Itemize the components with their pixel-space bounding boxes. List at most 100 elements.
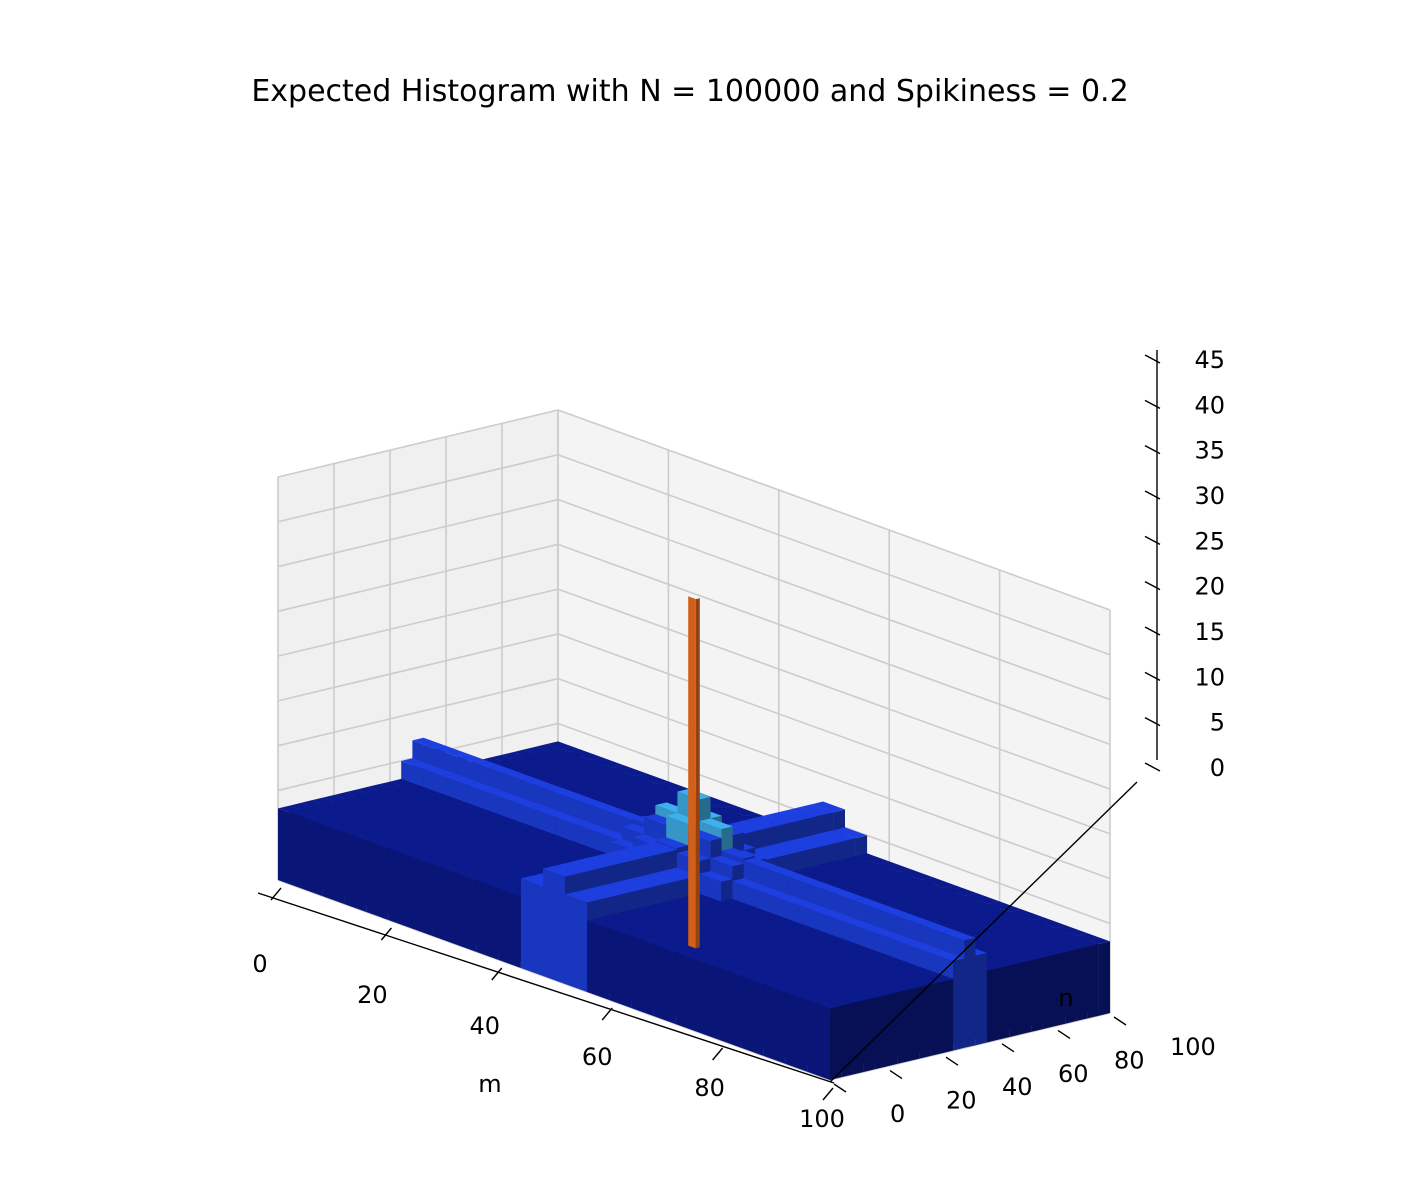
bar-top xyxy=(557,752,591,763)
bar-top xyxy=(830,992,864,1003)
bar-top xyxy=(544,834,578,846)
bar-side-face xyxy=(886,992,898,1067)
n-tick-label: 20 xyxy=(946,1087,977,1115)
bar-top xyxy=(943,912,977,923)
bar-top xyxy=(367,811,401,822)
bar-top xyxy=(998,938,1032,950)
bar-top xyxy=(535,770,569,782)
bar-front-face xyxy=(432,864,455,944)
bar-top xyxy=(333,805,367,817)
bar-top xyxy=(664,939,698,950)
bar-top xyxy=(899,896,933,907)
bar-top xyxy=(764,955,798,966)
bar-top xyxy=(467,782,501,793)
bar-top xyxy=(709,914,743,926)
bar-top xyxy=(808,957,843,969)
bar-top xyxy=(456,753,490,765)
bar-top xyxy=(833,858,867,870)
bar-front-face xyxy=(366,840,389,920)
n-axis-label: n xyxy=(1058,984,1073,1012)
bar-side-face xyxy=(1054,952,1066,1027)
bar-top xyxy=(501,765,535,777)
bar-top xyxy=(455,843,489,854)
bar-top xyxy=(767,812,801,823)
n-axis-line xyxy=(829,781,1138,1083)
bar-top xyxy=(921,917,955,929)
bar-side-face xyxy=(1076,946,1088,1021)
bar-top xyxy=(753,957,787,969)
bar-top xyxy=(1010,922,1044,934)
bar-top xyxy=(731,922,765,934)
bar-front-face xyxy=(719,968,742,1048)
m-tick-label: 80 xyxy=(694,1074,725,1102)
bar-top xyxy=(322,821,356,833)
bar-top xyxy=(513,749,547,761)
bar-top xyxy=(754,886,788,897)
bar-top xyxy=(999,912,1033,923)
bar-top xyxy=(322,795,357,806)
bar-top xyxy=(399,829,434,841)
bar-top xyxy=(500,818,534,830)
bar-top xyxy=(488,834,523,846)
bar-top xyxy=(609,881,644,892)
bar-top xyxy=(654,870,688,881)
z-axis-tick xyxy=(1144,581,1161,591)
bar-top xyxy=(400,816,434,827)
bar-top xyxy=(478,824,512,835)
bar-top xyxy=(389,819,423,830)
bar-top xyxy=(490,754,525,766)
grid-left-z xyxy=(277,588,559,657)
bar-top xyxy=(377,835,411,846)
bar-top xyxy=(623,802,657,814)
bar-top xyxy=(699,818,733,830)
bar-top xyxy=(720,939,754,950)
n-axis-tick xyxy=(1001,1043,1015,1053)
bar-front-face xyxy=(300,816,323,896)
bar-top xyxy=(355,813,389,825)
bar-top xyxy=(591,757,625,768)
bar-top xyxy=(590,797,624,809)
bar-top xyxy=(877,888,911,899)
bar-front-face xyxy=(653,944,676,1024)
bar-top xyxy=(820,941,854,953)
bar-top xyxy=(1054,925,1088,936)
bar-top xyxy=(478,810,512,822)
bar-top xyxy=(631,920,665,931)
bar-top xyxy=(775,965,809,977)
bar-top xyxy=(423,797,457,809)
bar-top xyxy=(710,855,744,867)
bar-top xyxy=(522,840,556,851)
bar-top xyxy=(808,984,842,995)
bar-top xyxy=(798,946,832,958)
z-tick-label: 5 xyxy=(1210,709,1225,737)
bar-top xyxy=(643,904,677,915)
bar-top xyxy=(844,856,878,867)
m-axis-tick xyxy=(822,1087,834,1101)
bar-front-face xyxy=(675,952,698,1032)
bar-top xyxy=(775,979,809,990)
bar-top xyxy=(634,786,669,798)
bar-top xyxy=(732,909,766,921)
bar-top xyxy=(444,818,478,830)
m-axis-line xyxy=(257,892,835,1084)
bar-top xyxy=(787,873,821,885)
bar-top xyxy=(954,922,988,934)
bar-top xyxy=(590,770,624,782)
bar-top xyxy=(621,878,655,889)
bar-top xyxy=(800,804,834,815)
bar-top xyxy=(785,989,820,1001)
bar-top xyxy=(1010,909,1044,920)
bar-top xyxy=(943,925,977,937)
bar-top xyxy=(400,789,435,801)
bar-top xyxy=(344,816,378,827)
bar-top xyxy=(533,806,567,817)
bar-top xyxy=(866,864,901,875)
bar-top xyxy=(976,930,1010,942)
bar-top xyxy=(886,965,920,977)
bar-top xyxy=(657,781,691,792)
m-tick-label: 0 xyxy=(252,950,267,978)
bar-top xyxy=(853,973,887,985)
bar-top xyxy=(478,761,512,773)
bar-side-face xyxy=(1009,962,1021,1038)
bar-top xyxy=(897,962,932,974)
